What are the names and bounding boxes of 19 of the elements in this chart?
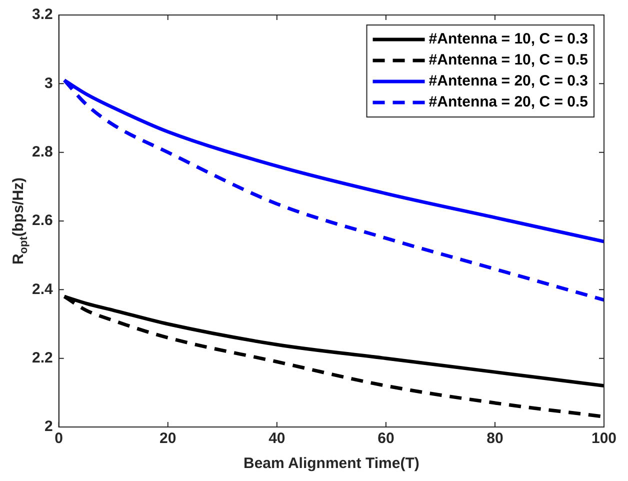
legend-label: #Antenna = 20, C = 0.3 (428, 72, 588, 90)
y-tick-label: 2.4 (32, 280, 54, 298)
x-tick-label: 40 (268, 430, 286, 448)
y-tick-label: 2.8 (32, 143, 53, 160)
x-tick-label: 60 (378, 430, 394, 448)
x-tick-label: 20 (160, 430, 176, 448)
x-tick-label: 0 (54, 430, 64, 448)
x-tick-label: 80 (486, 430, 504, 448)
y-axis-title: Ropt(bps/Hz) (10, 177, 30, 265)
y-tick-label: 3 (44, 74, 53, 92)
x-axis-title: Beam Alignment Time(T) (243, 455, 420, 472)
legend-label: #Antenna = 20, C = 0.5 (428, 94, 588, 111)
legend-label: #Antenna = 10, C = 0.3 (428, 30, 588, 48)
y-tick-label: 2.6 (32, 212, 53, 230)
y-tick-label: 3.2 (32, 6, 53, 24)
legend-label: #Antenna = 10, C = 0.5 (428, 52, 588, 69)
y-tick-label: 2 (44, 418, 53, 436)
x-tick-label: 100 (591, 430, 617, 448)
y-tick-label: 2.2 (32, 349, 53, 366)
